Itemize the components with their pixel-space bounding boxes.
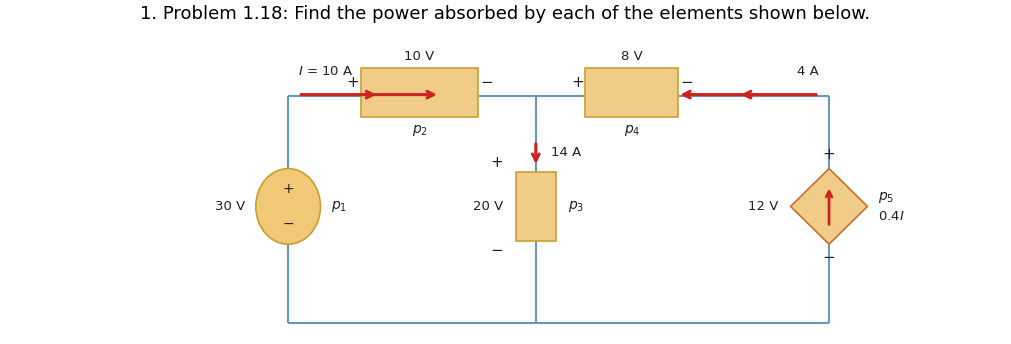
Text: 12 V: 12 V xyxy=(748,200,778,213)
Text: +: + xyxy=(282,182,294,196)
Text: $p_3$: $p_3$ xyxy=(568,199,584,214)
Polygon shape xyxy=(791,169,867,244)
Ellipse shape xyxy=(256,169,320,244)
Text: 1. Problem 1.18: Find the power absorbed by each of the elements shown below.: 1. Problem 1.18: Find the power absorbed… xyxy=(141,5,870,23)
Text: 30 V: 30 V xyxy=(215,200,246,213)
Text: +: + xyxy=(823,147,835,162)
Bar xyxy=(585,68,678,117)
Text: $I$ = 10 A: $I$ = 10 A xyxy=(298,65,354,78)
Text: +: + xyxy=(347,75,359,90)
Bar xyxy=(516,172,556,241)
Text: $p_1$: $p_1$ xyxy=(331,199,347,214)
Text: −: − xyxy=(282,216,294,230)
Text: +: + xyxy=(490,155,503,170)
Text: −: − xyxy=(823,250,835,266)
Text: −: − xyxy=(680,75,693,90)
Text: 20 V: 20 V xyxy=(473,200,503,213)
Text: 14 A: 14 A xyxy=(551,146,581,159)
Bar xyxy=(361,68,478,117)
Text: $p_4$: $p_4$ xyxy=(624,123,640,138)
Text: 8 V: 8 V xyxy=(621,50,643,63)
Text: $p_5$: $p_5$ xyxy=(878,190,894,205)
Text: 4 A: 4 A xyxy=(797,65,819,78)
Text: 0.4$I$: 0.4$I$ xyxy=(878,210,904,223)
Text: +: + xyxy=(571,75,583,90)
Text: −: − xyxy=(480,75,492,90)
Text: $p_2$: $p_2$ xyxy=(411,123,428,138)
Text: −: − xyxy=(490,243,503,258)
Text: 10 V: 10 V xyxy=(404,50,435,63)
